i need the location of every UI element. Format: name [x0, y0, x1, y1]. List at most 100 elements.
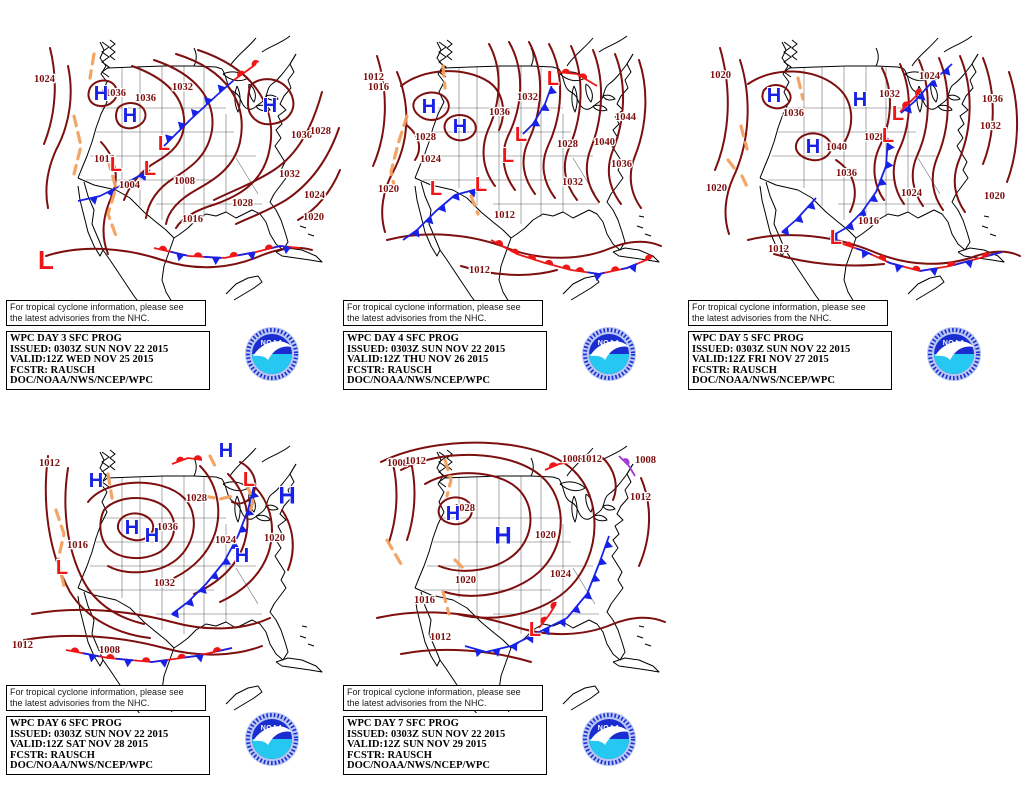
svg-text:1016: 1016	[414, 595, 435, 606]
svg-text:L: L	[529, 619, 541, 641]
svg-text:1020: 1020	[710, 70, 731, 81]
svg-text:1036: 1036	[291, 130, 312, 141]
forecaster-line: FCSTR: RAUSCH	[347, 364, 432, 376]
tropical-note-line2: the latest advisories from the NHC.	[10, 698, 150, 708]
svg-text:1028: 1028	[864, 132, 885, 143]
prog-info-box: WPC DAY 6 SFC PROG ISSUED: 0303Z SUN NOV…	[6, 716, 210, 775]
svg-text:1008: 1008	[635, 455, 656, 466]
svg-text:1028: 1028	[454, 503, 475, 514]
svg-text:H: H	[422, 96, 436, 118]
issued-line: ISSUED: 0303Z SUN NOV 22 2015	[692, 343, 851, 355]
svg-text:1012: 1012	[768, 244, 789, 255]
prog-title: WPC DAY 4 SFC PROG	[347, 333, 459, 344]
surface-prog-map-day3[interactable]: 1024 1032 1036 1036 1036 1032 1028 1024 1020 1028…	[4, 8, 341, 303]
tropical-note-line2: the latest advisories from the NHC.	[692, 313, 832, 323]
svg-text:H: H	[767, 85, 781, 107]
svg-text:1028: 1028	[232, 198, 253, 209]
svg-text:L: L	[430, 178, 442, 200]
svg-text:1020: 1020	[706, 183, 727, 194]
svg-text:1012: 1012	[12, 640, 33, 651]
issued-line: ISSUED: 0303Z SUN NOV 22 2015	[10, 343, 169, 355]
svg-text:1024: 1024	[34, 74, 56, 85]
agency-line: DOC/NOAA/NWS/NCEP/WPC	[10, 375, 153, 386]
noaa-logo: NOAA	[582, 327, 636, 381]
svg-text:H: H	[494, 523, 511, 550]
svg-text:H: H	[235, 545, 249, 567]
svg-text:H: H	[219, 440, 233, 462]
forecast-panel-day7: 1008 1012 1028 1008 1012 1008 1012 1020 1020 1016…	[341, 418, 678, 798]
svg-text:1028: 1028	[310, 126, 331, 137]
svg-text:1036: 1036	[157, 522, 178, 533]
svg-text:1020: 1020	[378, 184, 399, 195]
forecast-panel-day4: 1012 1016 1028 1024 1036 1032 1044 1040 1028 1036…	[341, 8, 678, 390]
prog-title: WPC DAY 5 SFC PROG	[692, 333, 804, 344]
forecast-panel-day5: 1020 1036 1040 1032 1028 1024 1036 1032 1036 1024…	[686, 8, 1023, 390]
agency-line: DOC/NOAA/NWS/NCEP/WPC	[347, 375, 490, 386]
svg-text:1036: 1036	[783, 108, 804, 119]
forecast-panel-day3: 1024 1032 1036 1036 1036 1032 1028 1024 1020 1028…	[4, 8, 341, 390]
agency-line: DOC/NOAA/NWS/NCEP/WPC	[10, 760, 153, 771]
tropical-note-line1: For tropical cyclone information, please…	[347, 687, 521, 697]
valid-line: VALID:12Z SAT NOV 28 2015	[10, 739, 149, 750]
svg-text:H: H	[453, 116, 467, 138]
prog-title: WPC DAY 3 SFC PROG	[10, 333, 122, 344]
issued-line: ISSUED: 0303Z SUN NOV 22 2015	[347, 728, 506, 740]
svg-text:H: H	[806, 136, 820, 158]
tropical-note: For tropical cyclone information, please…	[6, 300, 206, 326]
svg-text:NOAA: NOAA	[598, 340, 621, 347]
svg-text:1008: 1008	[387, 458, 408, 469]
agency-line: DOC/NOAA/NWS/NCEP/WPC	[692, 375, 835, 386]
tropical-note-line1: For tropical cyclone information, please…	[10, 302, 184, 312]
svg-text:1032: 1032	[154, 578, 175, 589]
svg-text:1032: 1032	[517, 92, 538, 103]
svg-text:1016: 1016	[67, 540, 88, 551]
valid-line: VALID:12Z WED NOV 25 2015	[10, 354, 154, 365]
forecaster-line: FCSTR: RAUSCH	[10, 364, 95, 376]
surface-prog-map-day4[interactable]: 1012101610281024103610321044104010281036…	[341, 8, 678, 303]
svg-text:1036: 1036	[489, 107, 510, 118]
svg-text:1016: 1016	[368, 82, 389, 93]
svg-text:1024: 1024	[215, 535, 237, 546]
svg-text:1012: 1012	[405, 456, 426, 467]
svg-text:1012: 1012	[469, 265, 490, 276]
tropical-note-line1: For tropical cyclone information, please…	[347, 302, 521, 312]
svg-text:L: L	[547, 68, 559, 90]
svg-text:H: H	[94, 83, 108, 105]
svg-text:L: L	[515, 124, 527, 146]
valid-line: VALID:12Z FRI NOV 27 2015	[692, 354, 829, 365]
svg-text:1032: 1032	[279, 169, 300, 180]
svg-text:1024: 1024	[304, 190, 326, 201]
svg-text:L: L	[38, 245, 54, 275]
svg-text:1032: 1032	[172, 82, 193, 93]
tropical-note-line2: the latest advisories from the NHC.	[347, 313, 487, 323]
svg-text:L: L	[243, 469, 255, 491]
svg-text:1020: 1020	[455, 575, 476, 586]
svg-text:NOAA: NOAA	[943, 340, 966, 347]
forecaster-line: FCSTR: RAUSCH	[692, 364, 777, 376]
svg-text:1028: 1028	[557, 139, 578, 150]
svg-text:H: H	[145, 525, 159, 547]
svg-text:1044: 1044	[615, 112, 637, 123]
svg-text:H: H	[263, 95, 277, 117]
tropical-note: For tropical cyclone information, please…	[688, 300, 888, 326]
svg-text:1032: 1032	[562, 177, 583, 188]
svg-text:L: L	[158, 133, 170, 155]
svg-text:1028: 1028	[415, 132, 436, 143]
svg-text:L: L	[882, 125, 894, 147]
svg-text:1032: 1032	[980, 121, 1001, 132]
agency-line: DOC/NOAA/NWS/NCEP/WPC	[347, 760, 490, 771]
valid-line: VALID:12Z THU NOV 26 2015	[347, 354, 489, 365]
svg-text:H: H	[125, 517, 139, 539]
noaa-logo: NOAA	[582, 712, 636, 766]
tropical-note: For tropical cyclone information, please…	[343, 300, 543, 326]
surface-prog-map-day5[interactable]: 1020 1036 1040 1032 1028 1024 1036 1032 1036 1024…	[686, 8, 1023, 303]
tropical-note-line1: For tropical cyclone information, please…	[10, 687, 184, 697]
svg-text:NOAA: NOAA	[261, 725, 284, 732]
svg-text:1032: 1032	[879, 89, 900, 100]
svg-text:1036: 1036	[105, 88, 126, 99]
svg-text:L: L	[110, 154, 122, 176]
noaa-logo: NOAA	[927, 327, 981, 381]
svg-text:1036: 1036	[836, 168, 857, 179]
